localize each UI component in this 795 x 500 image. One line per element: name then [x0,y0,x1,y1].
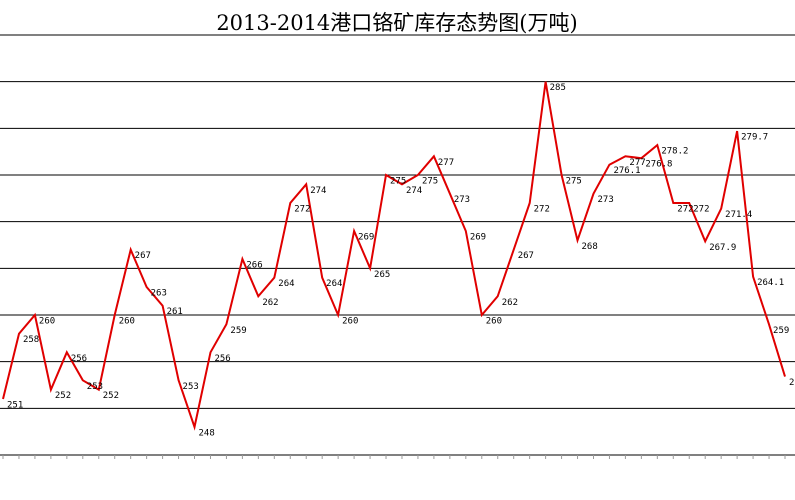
data-label: 252 [55,391,71,401]
data-label: 265 [374,270,390,280]
data-label: 253 [183,382,199,392]
data-label: 277 [629,158,645,168]
data-label: 260 [486,317,502,327]
data-label: 269 [470,233,486,243]
chart-title: 2013-2014港口铬矿库存态势图(万吨) [216,11,577,35]
data-label: 272 [534,205,550,215]
data-label: 252 [103,391,119,401]
data-label: 269 [358,233,374,243]
data-label: 267.9 [709,243,736,253]
data-line [2,81,786,431]
data-label: 260 [39,317,55,327]
data-label: 267 [135,251,151,261]
data-label: 274 [310,186,326,196]
data-label: 253.4 [789,378,795,388]
data-label: 264 [278,279,294,289]
data-label: 258 [23,335,39,345]
data-label: 278.2 [661,147,688,157]
data-label: 260 [119,317,135,327]
data-label: 275 [390,177,406,187]
data-label: 266 [246,261,262,271]
data-label: 253 [87,382,103,392]
data-label: 251 [7,401,23,411]
data-label: 285 [550,83,566,93]
data-label: 276.1 [613,166,640,176]
data-label: 275 [422,177,438,187]
data-label: 276.8 [645,160,672,170]
data-label: 271.4 [725,210,752,220]
data-label: 268 [582,242,598,252]
data-label: 256 [71,354,87,364]
data-label: 262 [502,298,518,308]
data-label: 264 [326,279,342,289]
data-label: 260 [342,317,358,327]
data-label: 272 [294,205,310,215]
data-label: 277 [438,158,454,168]
data-label: 261 [167,307,183,317]
data-label: 272 [677,205,693,215]
data-label: 274 [406,186,422,196]
data-label: 275 [566,177,582,187]
data-label: 273 [454,195,470,205]
data-label: 264.1 [757,278,784,288]
data-label: 272 [693,205,709,215]
data-label: 273 [597,195,613,205]
data-label: 267 [518,251,534,261]
data-label: 262 [262,298,278,308]
data-label: 279.7 [741,133,768,143]
data-label: 263 [151,289,167,299]
data-label: 256 [214,354,230,364]
data-label: 259 [230,326,246,336]
data-label: 248 [199,429,215,439]
data-label: 259 [773,326,789,336]
